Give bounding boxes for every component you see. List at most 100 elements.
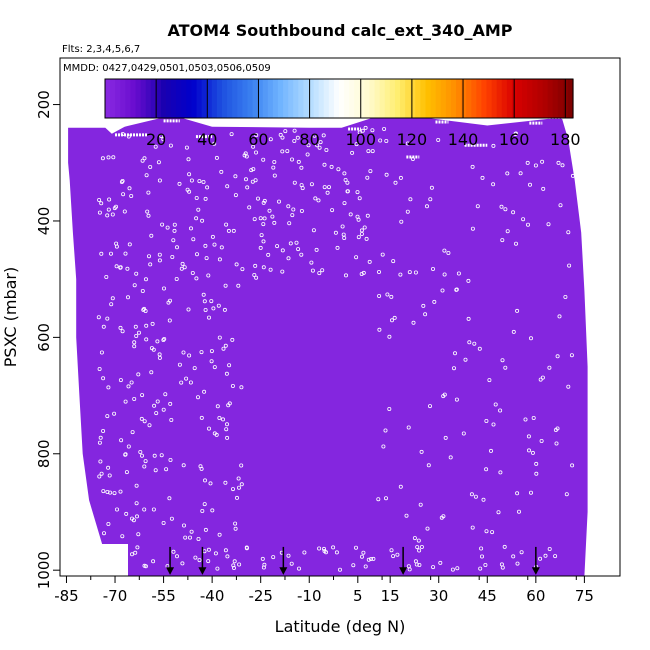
measurement-marker <box>124 470 129 475</box>
measurement-marker <box>393 180 398 185</box>
measurement-marker <box>146 190 151 195</box>
measurement-marker <box>556 160 561 165</box>
measurement-marker <box>149 346 154 351</box>
measurement-marker <box>442 248 447 253</box>
measurement-marker <box>529 490 534 495</box>
measurement-marker <box>515 308 520 313</box>
colorbar-swatch <box>379 79 386 118</box>
colorbar-swatch <box>415 79 421 118</box>
colorbar-tick-label: 180 <box>550 130 581 149</box>
dates-note: MMDD: 0427,0429,0501,0503,0506,0509 <box>63 63 271 74</box>
measurement-marker <box>428 197 433 202</box>
measurement-marker <box>202 502 207 507</box>
measurement-marker <box>219 169 224 174</box>
measurement-marker <box>527 448 532 453</box>
measurement-marker <box>357 130 362 135</box>
x-tick-label: -25 <box>248 587 273 605</box>
measurement-marker <box>300 186 305 191</box>
colorbar-swatch <box>150 79 157 118</box>
measurement-marker <box>181 523 186 528</box>
measurement-marker <box>148 164 153 169</box>
measurement-marker <box>511 329 516 334</box>
measurement-marker <box>184 376 189 381</box>
measurement-marker <box>171 238 176 243</box>
measurement-marker <box>109 251 114 256</box>
measurement-marker <box>296 247 301 252</box>
colorbar-swatch <box>298 79 304 118</box>
measurement-marker <box>367 259 372 264</box>
measurement-marker <box>472 341 477 346</box>
measurement-marker <box>194 216 199 221</box>
measurement-marker <box>101 428 106 433</box>
measurement-marker <box>174 276 179 281</box>
measurement-marker <box>526 434 531 439</box>
measurement-marker <box>268 137 273 142</box>
measurement-marker <box>106 207 111 212</box>
colorbar-swatch <box>567 79 574 118</box>
measurement-marker <box>345 189 350 194</box>
measurement-marker <box>566 230 571 235</box>
measurement-marker <box>266 252 271 257</box>
measurement-marker <box>280 269 285 274</box>
measurement-marker <box>111 155 116 160</box>
measurement-marker <box>496 510 501 515</box>
measurement-marker <box>359 554 364 559</box>
measurement-marker <box>105 213 110 218</box>
measurement-marker <box>185 187 190 192</box>
measurement-marker <box>123 452 128 457</box>
x-tick-label: 45 <box>478 587 497 605</box>
measurement-marker <box>321 546 326 551</box>
colorbar-swatch <box>257 79 264 118</box>
colorbar-swatch <box>435 79 442 118</box>
measurement-marker <box>441 394 446 399</box>
measurement-marker <box>242 153 247 158</box>
measurement-marker <box>488 448 493 453</box>
colorbar-swatch <box>537 79 544 118</box>
measurement-marker <box>299 208 304 213</box>
colorbar-swatch <box>466 79 472 118</box>
measurement-marker <box>567 263 572 268</box>
colorbar-tick-label: 40 <box>197 130 217 149</box>
measurement-marker <box>547 365 552 370</box>
measurement-marker <box>196 207 201 212</box>
measurement-marker <box>237 562 242 567</box>
measurement-marker <box>97 197 102 202</box>
measurement-marker <box>216 303 221 308</box>
measurement-marker <box>192 366 197 371</box>
colorbar-swatch <box>313 79 320 118</box>
measurement-marker <box>143 459 148 464</box>
measurement-marker <box>555 354 560 359</box>
measurement-marker <box>120 329 125 334</box>
measurement-marker <box>209 359 214 364</box>
colorbar-swatch <box>160 79 167 118</box>
measurement-marker <box>187 353 192 358</box>
measurement-marker <box>199 415 204 420</box>
measurement-marker <box>112 206 117 211</box>
measurement-marker <box>224 422 229 427</box>
measurement-marker <box>317 271 322 276</box>
colorbar-swatch <box>272 79 279 118</box>
measurement-marker <box>225 184 230 189</box>
measurement-marker <box>370 149 375 154</box>
measurement-marker <box>129 552 134 557</box>
measurement-marker <box>289 561 294 566</box>
measurement-marker <box>389 548 394 553</box>
measurement-marker <box>151 559 156 564</box>
measurement-marker <box>286 256 291 261</box>
measurement-marker <box>276 199 281 204</box>
measurement-marker <box>99 201 104 206</box>
measurement-marker <box>440 288 445 293</box>
measurement-marker <box>169 417 174 422</box>
measurement-marker <box>115 507 120 512</box>
colorbar-tick-label: 20 <box>146 130 166 149</box>
measurement-marker <box>365 213 370 218</box>
measurement-marker <box>150 321 155 326</box>
colorbar-swatch <box>196 79 203 118</box>
measurement-marker <box>126 295 131 300</box>
measurement-marker <box>334 550 339 555</box>
measurement-marker <box>306 143 311 148</box>
measurement-marker <box>249 168 254 173</box>
measurement-marker <box>261 265 266 270</box>
measurement-marker <box>104 274 109 279</box>
